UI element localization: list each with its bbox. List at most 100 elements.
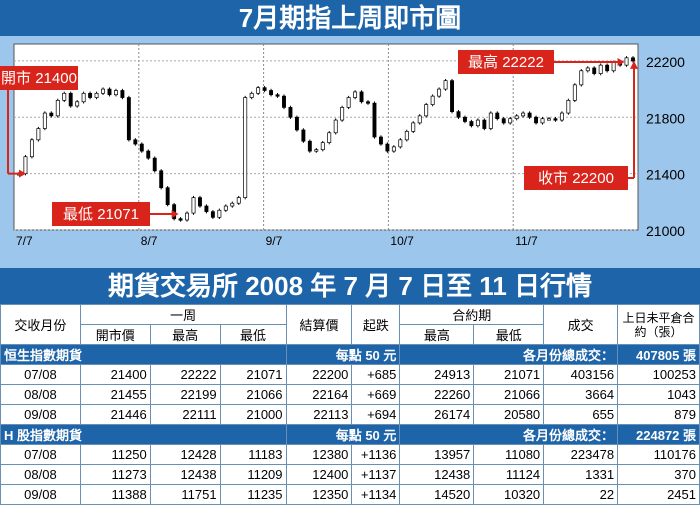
open-arrowhead: [19, 169, 26, 178]
price-candle: [165, 187, 170, 205]
price-candle: [566, 100, 571, 114]
change-cell: +1136: [351, 444, 401, 465]
price-candle: [185, 212, 189, 221]
header-week: 一周: [79, 304, 287, 325]
header-open: 開市價: [79, 324, 151, 345]
open-interest-cell: 100253: [617, 364, 700, 385]
price-candle: [391, 146, 396, 152]
price-candle: [450, 80, 454, 112]
close-label-box: [524, 166, 628, 190]
change-cell: +685: [351, 364, 401, 385]
settle-cell: 22113: [285, 404, 353, 425]
price-candle: [475, 119, 480, 127]
y-tick-label: 21800: [646, 110, 685, 126]
change-cell: +1134: [351, 484, 401, 505]
price-candle: [314, 149, 319, 152]
table-row: 08/08 21455 22199 21066 22164 +669 22260 21066 3…: [0, 384, 700, 405]
price-candle: [611, 61, 616, 72]
price-candle: [294, 116, 299, 131]
price-candle: [210, 211, 215, 218]
header-volume: 成交: [543, 304, 619, 345]
price-candle: [495, 112, 500, 120]
open-interest-cell: 110176: [617, 444, 700, 465]
month-cell: 08/08: [0, 384, 81, 405]
open-cell: 11388: [79, 484, 151, 505]
price-candle: [327, 132, 332, 143]
price-candle: [521, 112, 526, 117]
price-candle: [598, 64, 603, 74]
section-name: H 股指數期貨: [0, 424, 287, 445]
price-candle: [191, 197, 196, 214]
price-candle: [249, 92, 254, 98]
open-cell: 21446: [79, 404, 151, 425]
price-candle: [624, 57, 629, 66]
volume-cell: 655: [543, 404, 619, 425]
price-candle: [230, 202, 235, 207]
price-candle: [120, 90, 125, 98]
price-candle: [320, 142, 325, 151]
contract-low-cell: 21071: [473, 364, 545, 385]
contract-low-cell: 20580: [473, 404, 545, 425]
price-candle: [101, 88, 105, 94]
price-candle: [88, 92, 93, 98]
settle-cell: 12380: [285, 444, 353, 465]
price-candle: [463, 116, 467, 122]
month-cell: 08/08: [0, 464, 81, 485]
price-candle: [152, 157, 157, 172]
price-candle: [482, 119, 487, 129]
price-candle: [443, 80, 448, 90]
header-low: 最低: [219, 324, 287, 345]
x-tick-label: 9/7: [266, 234, 283, 248]
month-cell: 09/08: [0, 404, 81, 425]
contract-high-cell: 24913: [399, 364, 475, 385]
price-candle: [269, 90, 274, 96]
settle-cell: 22164: [285, 384, 353, 405]
close-label: 收市 22200: [538, 170, 614, 187]
table-title: 期貨交易所 2008 年 7 月 7 日至 11 日行情: [0, 268, 700, 304]
volume-cell: 3664: [543, 384, 619, 405]
table-body: 恒生指數期貨 每點 50 元各月份總成交： 407805 張 07/08 21400 22…: [0, 344, 700, 505]
close-arrowhead: [630, 60, 638, 69]
price-candle: [223, 205, 228, 211]
settle-cell: 12350: [285, 484, 353, 505]
settle-cell: 12400: [285, 464, 353, 485]
price-candle: [55, 100, 60, 117]
open-label: 開市 21400: [1, 70, 77, 87]
low-cell: 11183: [219, 444, 287, 465]
price-candle: [36, 128, 41, 141]
y-tick-label: 22200: [646, 54, 685, 70]
price-candle: [437, 88, 442, 97]
header-contract: 合約期: [399, 304, 545, 325]
low-cell: 11235: [219, 484, 287, 505]
price-candle: [411, 122, 416, 132]
open-cell: 11250: [79, 444, 151, 465]
settle-cell: 22200: [285, 364, 353, 385]
price-candle: [378, 136, 383, 145]
low-cell: 21066: [219, 384, 287, 405]
contract-low-cell: 10320: [473, 484, 545, 505]
price-candle: [579, 70, 584, 86]
price-candle: [605, 64, 610, 72]
change-cell: +669: [351, 384, 401, 405]
section-name: 恒生指數期貨: [0, 344, 287, 365]
section-point-value: 每點 50 元: [285, 424, 401, 445]
contract-high-cell: 13957: [399, 444, 475, 465]
chart-title: 7月期指上周即市圖: [0, 0, 700, 36]
high-cell: 12438: [149, 464, 221, 485]
price-candle: [133, 139, 138, 145]
price-candle: [469, 121, 474, 127]
open-interest-cell: 1043: [617, 384, 700, 405]
price-candle: [68, 92, 73, 107]
price-candle: [94, 92, 99, 98]
price-candle: [262, 87, 267, 91]
volume-cell: 22: [543, 484, 619, 505]
section-point-value: 每點 50 元: [285, 344, 401, 365]
low-cell: 21000: [219, 404, 287, 425]
table-row: 09/08 11388 11751 11235 12350 +1134 14520 10320…: [0, 484, 700, 505]
section-total: 407805 張: [617, 344, 700, 365]
low-label-box: [52, 202, 150, 226]
price-candle: [139, 143, 144, 152]
low-arrowhead: [171, 210, 179, 218]
price-candle: [243, 97, 248, 198]
header-settle: 結算價: [285, 304, 353, 345]
